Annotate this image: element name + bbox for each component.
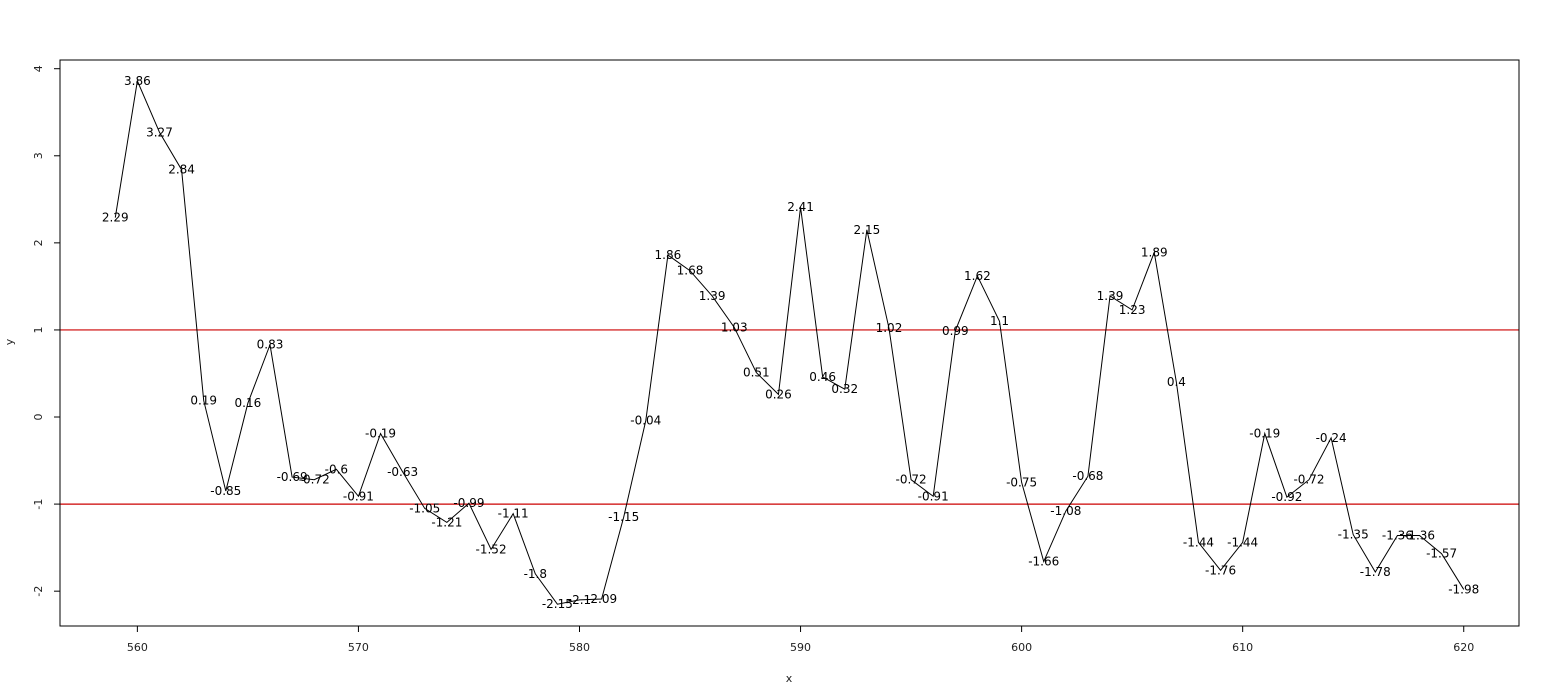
data-label: -0.19 — [365, 427, 396, 441]
y-tick-label: 3 — [32, 152, 45, 159]
data-label: 0.46 — [809, 370, 836, 384]
y-tick-label: -2 — [32, 586, 45, 597]
x-tick-label: 600 — [1011, 641, 1032, 654]
data-label: 1.39 — [1097, 289, 1124, 303]
data-label: 2.84 — [168, 163, 195, 177]
data-label: -2.09 — [586, 592, 617, 606]
data-label: -1.35 — [1338, 528, 1369, 542]
data-label: -0.19 — [1249, 427, 1280, 441]
data-label: 0.4 — [1167, 375, 1186, 389]
data-label: 3.86 — [124, 74, 151, 88]
data-label: 1.1 — [990, 314, 1009, 328]
data-label: -2.15 — [542, 597, 573, 611]
x-tick-label: 590 — [790, 641, 811, 654]
data-label: -1.36 — [1404, 528, 1435, 542]
data-label: 1.23 — [1119, 303, 1146, 317]
data-label: -1.21 — [431, 515, 462, 529]
data-label: 0.83 — [257, 338, 284, 352]
data-label: -0.91 — [343, 489, 374, 503]
data-label: -1.05 — [409, 501, 440, 515]
data-label: -1.44 — [1227, 535, 1258, 549]
data-label: 0.26 — [765, 387, 792, 401]
data-label: -1.76 — [1205, 563, 1236, 577]
data-label: -0.72 — [896, 473, 927, 487]
data-label: 0.19 — [190, 393, 217, 407]
data-label: 2.29 — [102, 211, 129, 225]
data-label: 1.68 — [677, 264, 704, 278]
data-label: -1.52 — [476, 542, 507, 556]
data-label: -1.8 — [524, 567, 547, 581]
data-label: -0.99 — [453, 496, 484, 510]
data-label: -2.1 — [568, 593, 591, 607]
y-tick-label: 1 — [32, 326, 45, 333]
data-label: 3.27 — [146, 125, 173, 139]
x-tick-label: 610 — [1232, 641, 1253, 654]
x-tick-label: 560 — [127, 641, 148, 654]
reference-lines — [60, 329, 1519, 505]
data-label: 1.89 — [1141, 245, 1168, 259]
data-label: 0.99 — [942, 324, 969, 338]
data-label: -1.15 — [608, 510, 639, 524]
x-axis: 560 570 580 590 600 610 620 — [127, 625, 1474, 654]
data-label: 1.03 — [721, 320, 748, 334]
data-label: -0.91 — [918, 489, 949, 503]
y-axis-title: y — [3, 338, 16, 345]
x-tick-label: 580 — [569, 641, 590, 654]
data-label: -0.92 — [1271, 490, 1302, 504]
data-label: 2.15 — [854, 223, 881, 237]
data-label: 0.16 — [235, 396, 262, 410]
data-label: -0.72 — [299, 473, 330, 487]
y-tick-label: 2 — [32, 239, 45, 246]
data-label: -0.72 — [1293, 473, 1324, 487]
x-tick-label: 570 — [348, 641, 369, 654]
y-tick-label: -1 — [32, 499, 45, 510]
data-label: -1.11 — [498, 507, 529, 521]
data-label: -0.85 — [210, 484, 241, 498]
data-label: -0.69 — [277, 470, 308, 484]
data-label: -1.57 — [1426, 547, 1457, 561]
data-series — [114, 79, 1465, 605]
data-label: 0.51 — [743, 366, 770, 380]
data-label: 1.02 — [876, 321, 903, 335]
data-label: -0.24 — [1316, 431, 1347, 445]
x-tick-label: 620 — [1453, 641, 1474, 654]
data-label: -0.68 — [1072, 469, 1103, 483]
data-label: 0.32 — [831, 382, 858, 396]
x-axis-title: x — [786, 672, 793, 685]
data-label: -0.6 — [325, 462, 348, 476]
data-label: -1.78 — [1360, 565, 1391, 579]
data-labels: 2.293.863.272.840.19-0.850.160.83-0.69-0… — [102, 74, 1479, 611]
data-label: 1.86 — [655, 248, 682, 262]
y-tick-label: 0 — [32, 414, 45, 421]
series-line — [114, 79, 1465, 605]
y-tick-label: 4 — [32, 65, 45, 72]
data-label: -1.08 — [1050, 504, 1081, 518]
data-label: -0.75 — [1006, 475, 1037, 489]
data-label: -1.98 — [1448, 582, 1479, 596]
data-label: -1.44 — [1183, 535, 1214, 549]
data-label: 1.62 — [964, 269, 991, 283]
data-label: -1.36 — [1382, 528, 1413, 542]
data-label: 2.41 — [787, 200, 814, 214]
data-label: -0.04 — [630, 414, 661, 428]
y-axis: -2 -1 0 1 2 3 4 — [32, 65, 61, 597]
data-label: 1.39 — [699, 289, 726, 303]
data-label: -0.63 — [387, 465, 418, 479]
data-label: -1.66 — [1028, 555, 1059, 569]
